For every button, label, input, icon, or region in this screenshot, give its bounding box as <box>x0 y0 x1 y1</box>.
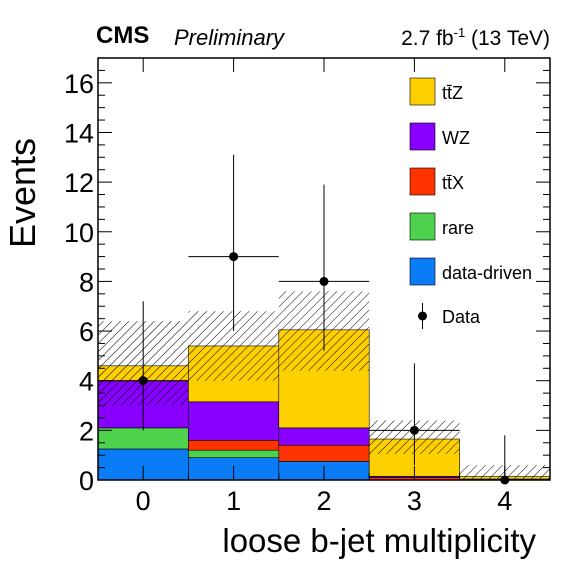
bar-WZ-2 <box>278 427 370 446</box>
data-point-3 <box>409 425 419 435</box>
legend-swatch-ttZ <box>409 77 436 106</box>
bar-ttX-2 <box>278 444 370 462</box>
data-point-2 <box>319 276 329 286</box>
legend-data-marker <box>418 311 427 321</box>
legend-label-WZ: WZ <box>442 128 470 148</box>
y-tick-label: 14 <box>64 118 94 148</box>
y-axis-label: Events <box>2 137 43 248</box>
y-tick-label: 6 <box>79 317 94 347</box>
x-tick-label: 3 <box>407 486 422 516</box>
bar-rare-1 <box>188 449 280 458</box>
bar-rare-0 <box>98 427 189 450</box>
y-tick-label: 12 <box>64 168 94 198</box>
legend-swatch-rare <box>409 212 436 241</box>
y-tick-label: 16 <box>64 69 94 99</box>
bar-ttX-1 <box>188 439 280 451</box>
x-tick-label: 0 <box>136 486 151 516</box>
data-point-0 <box>138 376 148 386</box>
y-tick-label: 8 <box>79 267 94 297</box>
x-tick-label: 4 <box>497 486 512 516</box>
legend-swatch-data-driven <box>409 257 436 286</box>
lumi-energy: (13 TeV) <box>465 27 550 50</box>
bar-WZ-1 <box>188 401 280 441</box>
x-axis-label: loose b-jet multiplicity <box>222 522 536 559</box>
legend-swatch-ttX <box>409 167 436 196</box>
luminosity-label: 2.7 fb-1 (13 TeV) <box>401 25 550 51</box>
lumi-value: 2.7 fb <box>401 27 454 50</box>
legend-label-data-driven: data-driven <box>442 263 532 283</box>
legend-label-data: Data <box>442 307 481 327</box>
experiment-label: CMS <box>96 22 150 49</box>
legend-label-rare: rare <box>442 218 474 238</box>
legend-swatch-WZ <box>409 122 436 151</box>
data-point-1 <box>229 252 239 262</box>
x-tick-label: 2 <box>316 486 331 516</box>
lumi-exponent: -1 <box>453 25 466 40</box>
legend-label-ttZ: tt̄Z <box>442 83 463 103</box>
y-tick-label: 2 <box>79 416 94 446</box>
data-points <box>98 154 550 485</box>
y-tick-label: 10 <box>64 218 94 248</box>
y-tick-label: 0 <box>79 466 94 496</box>
y-tick-label: 4 <box>79 367 94 397</box>
legend: tt̄Z WZ tt̄X rare data-driven Data <box>409 77 532 329</box>
legend-label-ttX: tt̄X <box>442 173 464 193</box>
x-tick-label: 1 <box>226 486 241 516</box>
status-label: Preliminary <box>174 25 285 50</box>
